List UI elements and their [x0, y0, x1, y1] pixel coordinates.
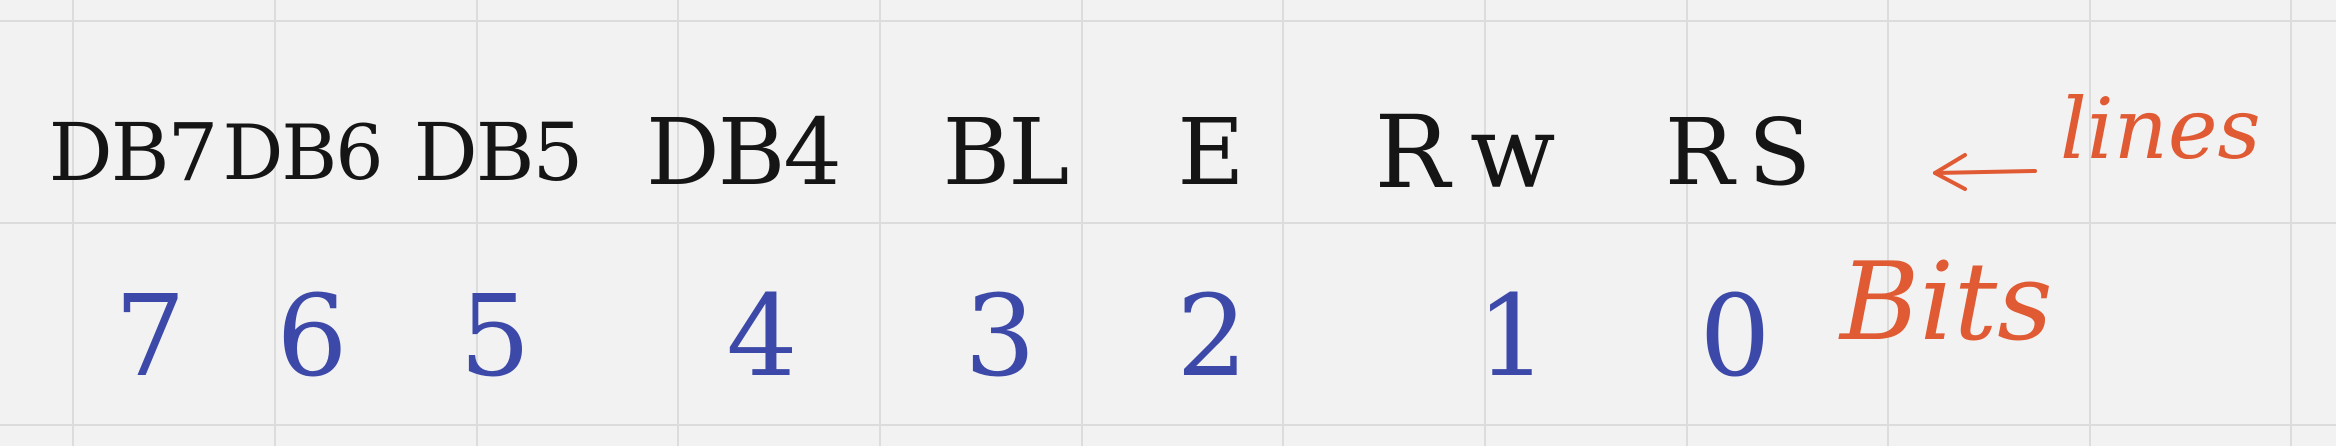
bit-number-5: 5 [459, 272, 531, 402]
bit-number-4: 4 [726, 272, 798, 402]
pin-label-e: E [1177, 98, 1244, 206]
pin-label-rs: RS [1664, 98, 1826, 206]
note-lines: lines [2060, 80, 2261, 178]
bit-number-1: 1 [1476, 272, 1548, 402]
bit-number-0: 0 [1699, 272, 1771, 402]
bit-number-3: 3 [964, 272, 1036, 402]
bit-number-7: 7 [114, 272, 186, 402]
bit-number-6: 6 [276, 272, 348, 402]
pin-label-rw: Rw [1374, 93, 1576, 211]
pin-label-db4: DB4 [646, 98, 842, 206]
pin-label-db7: DB7 [48, 105, 219, 199]
pin-label-bl: BL [942, 98, 1070, 206]
pin-label-db6: DB6 [222, 107, 383, 197]
pin-label-db5: DB5 [413, 105, 584, 199]
note-bits: Bits [1840, 240, 2053, 365]
left-arrow-icon [1933, 153, 2037, 191]
bit-number-2: 2 [1176, 272, 1248, 402]
